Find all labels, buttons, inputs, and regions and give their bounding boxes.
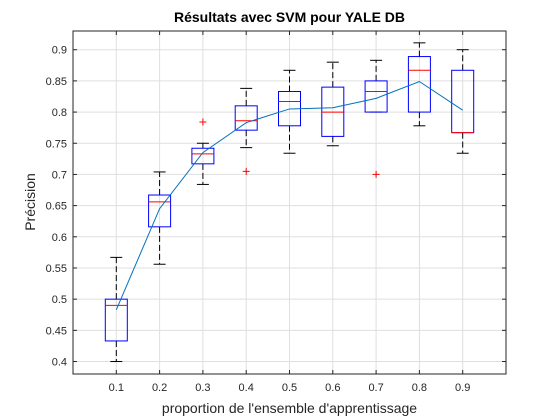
y-tick-label: 0.85 <box>46 76 67 88</box>
x-tick-label: 0.1 <box>109 382 124 394</box>
boxes <box>104 42 475 363</box>
y-tick-label: 0.8 <box>52 107 67 119</box>
y-axis-label: Précision <box>22 173 38 231</box>
y-tick-label: 0.6 <box>52 232 67 244</box>
x-tick-label: 0.4 <box>239 382 254 394</box>
axes <box>72 30 507 375</box>
mean-line-group <box>115 80 463 310</box>
outlier-marker <box>242 167 250 175</box>
y-tick-label: 0.75 <box>46 138 67 150</box>
x-tick-label: 0.9 <box>455 382 470 394</box>
box <box>364 80 388 113</box>
y-tick-label: 0.5 <box>52 294 67 306</box>
box <box>104 298 128 342</box>
chart-title: Résultats avec SVM pour YALE DB <box>174 9 405 25</box>
tick-labels: 0.4 0.45 0.5 0.55 0.6 0.65 0.7 0.75 0.8 0.85 0.9 0.… <box>46 45 471 394</box>
box <box>407 56 431 113</box>
box <box>191 147 215 165</box>
outlier-marker <box>199 118 207 126</box>
x-tick-label: 0.3 <box>195 382 210 394</box>
x-tick-label: 0.6 <box>325 382 340 394</box>
x-tick-label: 0.2 <box>152 382 167 394</box>
y-tick-label: 0.7 <box>52 169 67 181</box>
grid-lines <box>73 31 506 374</box>
box <box>148 194 172 228</box>
y-tick-label: 0.9 <box>52 45 67 57</box>
y-tick-label: 0.55 <box>46 263 67 275</box>
x-tick-label: 0.5 <box>282 382 297 394</box>
x-tick-label: 0.7 <box>368 382 383 394</box>
box <box>234 105 258 131</box>
y-tick-label: 0.65 <box>46 201 67 213</box>
outlier-marker <box>372 170 380 178</box>
x-axis-label: proportion de l'ensemble d'apprentissage <box>162 400 417 416</box>
x-tick-label: 0.8 <box>412 382 427 394</box>
y-tick-label: 0.45 <box>46 325 67 337</box>
y-tick-label: 0.4 <box>52 357 67 369</box>
mean-line <box>115 80 463 310</box>
